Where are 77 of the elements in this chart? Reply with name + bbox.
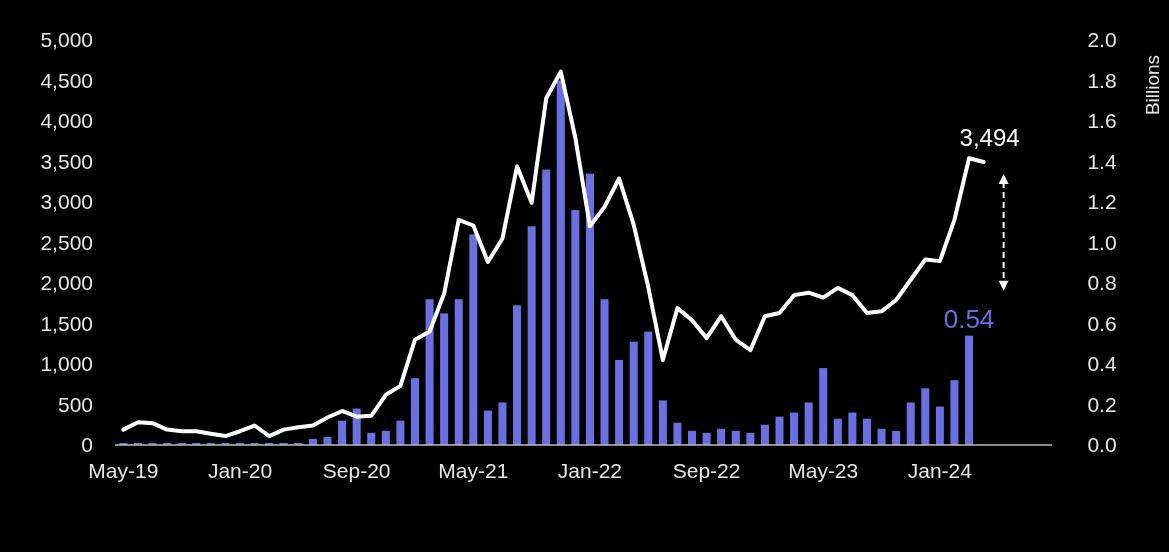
y2-tick-label: 1.4	[1087, 149, 1117, 173]
x-tick-label: May-19	[88, 459, 159, 483]
bar	[688, 430, 697, 445]
bar	[600, 299, 609, 445]
x-tick-label: Jan-22	[557, 459, 623, 483]
y2-tick-label: 0.4	[1087, 352, 1117, 376]
bar	[396, 420, 405, 445]
bar	[367, 432, 376, 445]
x-tick-label: Jan-20	[207, 459, 273, 483]
bar	[877, 428, 886, 445]
bar	[819, 368, 828, 445]
x-tick-label: Sep-20	[322, 459, 391, 483]
y2-tick-label: 0.0	[1087, 433, 1117, 457]
y2-tick-label: 2.0	[1087, 28, 1117, 52]
x-tick-label: May-23	[788, 459, 859, 483]
bar	[731, 430, 740, 445]
bar	[498, 402, 507, 445]
bar	[571, 210, 580, 445]
y2-tick-label: 1.8	[1087, 68, 1117, 92]
y-tick-label: 1,000	[40, 352, 93, 376]
bar	[673, 422, 682, 445]
bar	[921, 388, 930, 445]
bar	[746, 432, 755, 445]
bar	[804, 402, 813, 445]
bar	[935, 406, 944, 445]
y-tick-label: 3,000	[40, 190, 93, 214]
bar	[615, 359, 624, 445]
bar	[425, 299, 434, 445]
bar	[862, 418, 871, 445]
y-tick-label: 500	[57, 392, 93, 416]
bar	[585, 173, 594, 445]
y2-tick-label: 1.0	[1087, 230, 1117, 254]
y2-axis-title: Billions	[1141, 54, 1163, 116]
y2-tick-label: 0.8	[1087, 271, 1117, 295]
bar	[542, 169, 551, 445]
bar	[644, 331, 653, 445]
y-tick-label: 4,000	[40, 109, 93, 133]
y2-tick-label: 0.6	[1087, 311, 1117, 335]
bar	[833, 418, 842, 445]
y-tick-label: 3,500	[40, 149, 93, 173]
y2-tick-label: 0.2	[1087, 392, 1117, 416]
y-tick-label: 5,000	[40, 28, 93, 52]
bar	[323, 436, 332, 445]
bar	[790, 412, 799, 445]
y-tick-label: 4,500	[40, 68, 93, 92]
bar	[527, 226, 536, 445]
y-tick-label: 2,000	[40, 271, 93, 295]
bar	[760, 424, 769, 445]
bar	[906, 402, 915, 445]
bar	[717, 428, 726, 445]
y-tick-label: 2,500	[40, 230, 93, 254]
bar	[702, 432, 711, 445]
bar	[950, 380, 959, 445]
bar	[892, 430, 901, 445]
x-tick-label: Sep-22	[672, 459, 741, 483]
bar	[848, 412, 857, 445]
y2-tick-label: 1.2	[1087, 190, 1117, 214]
bar	[410, 378, 419, 445]
x-tick-label: Jan-24	[907, 459, 973, 483]
data-label: 0.54	[943, 303, 995, 334]
bar	[483, 410, 492, 445]
y2-tick-label: 1.6	[1087, 109, 1117, 133]
x-tick-label: May-21	[438, 459, 509, 483]
bar	[658, 400, 667, 445]
data-label: 3,494	[959, 123, 1020, 151]
bar	[338, 420, 347, 445]
bar	[775, 416, 784, 445]
bar	[965, 335, 974, 445]
bar	[469, 234, 478, 445]
y-tick-label: 0	[81, 433, 93, 457]
bar	[454, 299, 463, 445]
bar	[440, 313, 449, 445]
bar	[629, 341, 638, 445]
bar	[513, 305, 522, 445]
y-tick-label: 1,500	[40, 311, 93, 335]
bar	[381, 430, 390, 445]
bar	[556, 80, 565, 445]
